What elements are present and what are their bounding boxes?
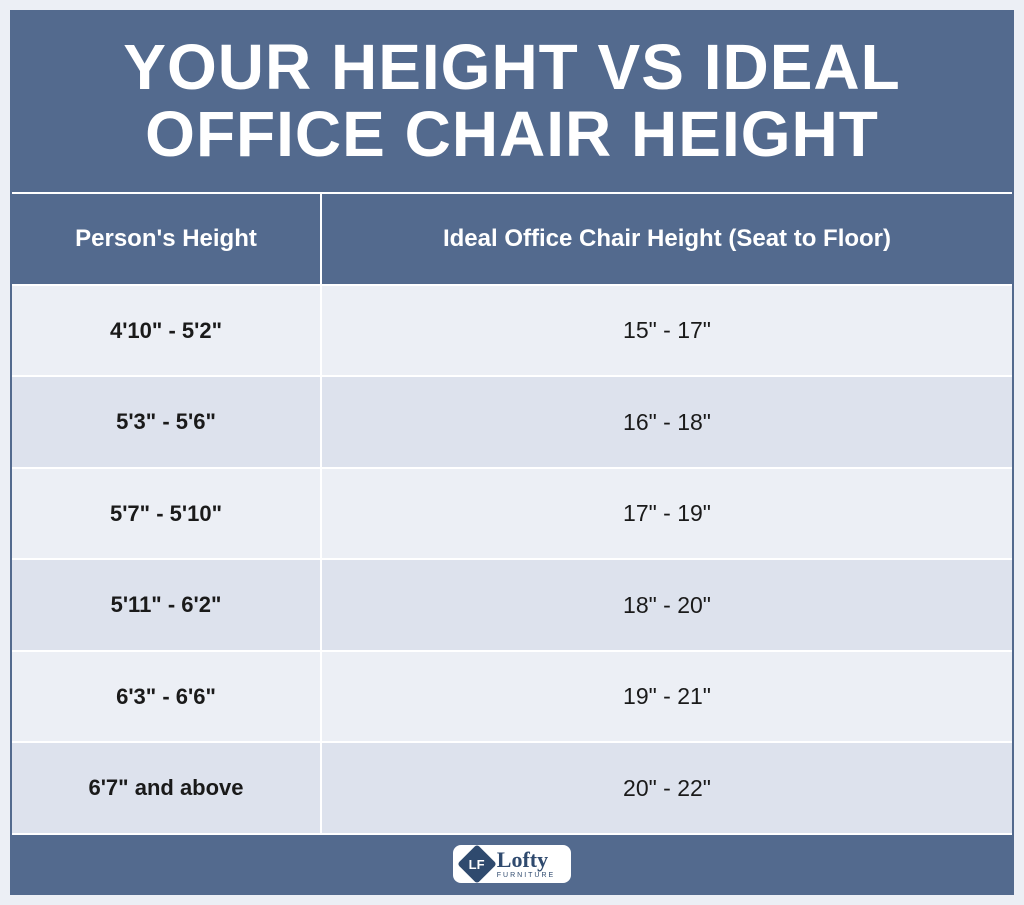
cell-chair-height: 17" - 19" [322, 467, 1012, 559]
brand-logo: LF Lofty FURNITURE [453, 845, 571, 883]
table-row: 5'7" - 5'10" 17" - 19" [12, 467, 1012, 559]
table-row: 6'7" and above 20" - 22" [12, 741, 1012, 833]
height-table: Person's Height Ideal Office Chair Heigh… [12, 192, 1012, 833]
cell-person-height: 5'7" - 5'10" [12, 467, 322, 559]
table-row: 6'3" - 6'6" 19" - 21" [12, 650, 1012, 742]
col-header-chair-height: Ideal Office Chair Height (Seat to Floor… [322, 192, 1012, 284]
col-header-person-height: Person's Height [12, 192, 322, 284]
cell-chair-height: 15" - 17" [322, 284, 1012, 376]
logo-icon-letters: LF [469, 856, 485, 871]
cell-person-height: 6'3" - 6'6" [12, 650, 322, 742]
cell-chair-height: 19" - 21" [322, 650, 1012, 742]
logo-icon: LF [457, 844, 497, 884]
cell-chair-height: 20" - 22" [322, 741, 1012, 833]
logo-brand: Lofty [497, 849, 555, 871]
cell-person-height: 6'7" and above [12, 741, 322, 833]
footer-bar: LF Lofty FURNITURE [12, 833, 1012, 893]
table-row: 4'10" - 5'2" 15" - 17" [12, 284, 1012, 376]
title-line-1: YOUR HEIGHT VS IDEAL [32, 34, 992, 101]
cell-person-height: 4'10" - 5'2" [12, 284, 322, 376]
logo-text: Lofty FURNITURE [497, 849, 555, 879]
cell-chair-height: 18" - 20" [322, 558, 1012, 650]
infographic-container: YOUR HEIGHT VS IDEAL OFFICE CHAIR HEIGHT… [10, 10, 1014, 895]
title-bar: YOUR HEIGHT VS IDEAL OFFICE CHAIR HEIGHT [12, 12, 1012, 192]
logo-subtext: FURNITURE [497, 872, 555, 879]
cell-person-height: 5'3" - 5'6" [12, 375, 322, 467]
table-row: 5'11" - 6'2" 18" - 20" [12, 558, 1012, 650]
table-row: 5'3" - 5'6" 16" - 18" [12, 375, 1012, 467]
table-header-row: Person's Height Ideal Office Chair Heigh… [12, 192, 1012, 284]
cell-person-height: 5'11" - 6'2" [12, 558, 322, 650]
title-line-2: OFFICE CHAIR HEIGHT [32, 101, 992, 168]
cell-chair-height: 16" - 18" [322, 375, 1012, 467]
